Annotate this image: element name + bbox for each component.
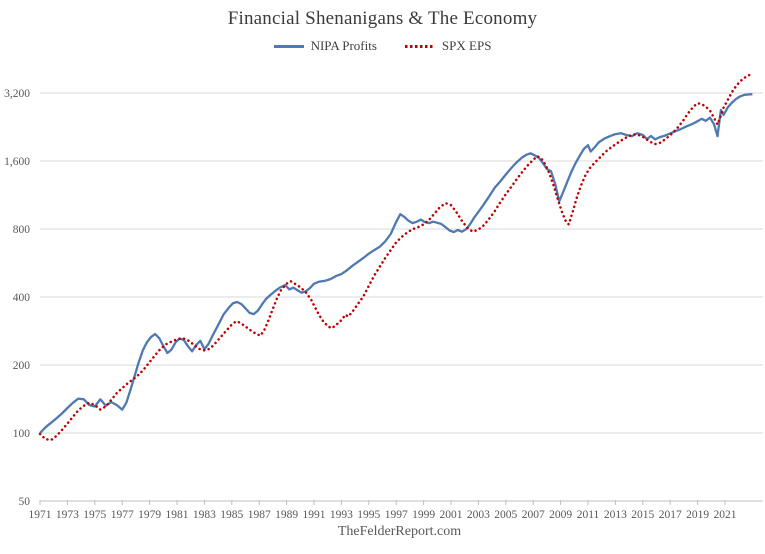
y-tick-label: 400 [13, 292, 31, 304]
spx-dotted-line-swatch-icon [404, 44, 435, 48]
x-tick-label: 2013 [604, 509, 627, 521]
x-tick-label: 1981 [166, 509, 189, 521]
x-tick-label: 2011 [577, 509, 600, 521]
x-tick-label: 1975 [83, 509, 106, 521]
nipa-solid-line-swatch-icon [273, 44, 304, 48]
y-tick-label: 100 [13, 428, 31, 440]
chart-legend: NIPA Profits SPX EPS [0, 38, 765, 54]
x-tick-label: 1993 [330, 509, 353, 521]
series-line-nipa [39, 93, 753, 434]
x-tick-label: 1991 [303, 509, 326, 521]
legend-label-nipa-profits: NIPA Profits [310, 38, 377, 53]
x-tick-label: 2007 [522, 509, 545, 521]
y-tick-label: 50 [19, 496, 31, 508]
x-tick-label: 1995 [357, 509, 380, 521]
y-tick-label: 200 [13, 360, 31, 372]
x-tick-label: 2001 [440, 509, 463, 521]
x-tick-label: 2017 [659, 509, 682, 521]
legend-label-spx-eps: SPX EPS [441, 38, 492, 53]
x-tick-label: 1985 [220, 509, 243, 521]
x-tick-label: 2009 [549, 509, 572, 521]
y-tick-label: 800 [13, 224, 31, 236]
x-tick-label: 2003 [467, 509, 490, 521]
x-tick-label: 1989 [275, 509, 298, 521]
legend-item-nipa-profits: NIPA Profits [273, 38, 377, 54]
x-tick-label: 1971 [29, 509, 52, 521]
x-tick-label: 1997 [385, 509, 408, 521]
x-tick-label: 2015 [631, 509, 654, 521]
chart-title: Financial Shenanigans & The Economy [227, 8, 538, 29]
x-tick-label: 1979 [138, 509, 161, 521]
x-tick-label: 2005 [494, 509, 517, 521]
x-tick-label: 2021 [714, 509, 737, 521]
x-tick-label: 1987 [248, 509, 271, 521]
y-tick-label: 3,200 [4, 88, 30, 100]
x-tick-label: 1999 [412, 509, 435, 521]
x-tick-label: 1977 [111, 509, 134, 521]
x-tick-label: 2019 [686, 509, 709, 521]
series-line-spx [38, 72, 754, 442]
x-tick-label: 1973 [56, 509, 79, 521]
source-watermark: TheFelderReport.com [337, 524, 462, 539]
x-tick-label: 1983 [193, 509, 216, 521]
legend-item-spx-eps: SPX EPS [404, 38, 492, 54]
y-tick-label: 1,600 [4, 156, 30, 168]
